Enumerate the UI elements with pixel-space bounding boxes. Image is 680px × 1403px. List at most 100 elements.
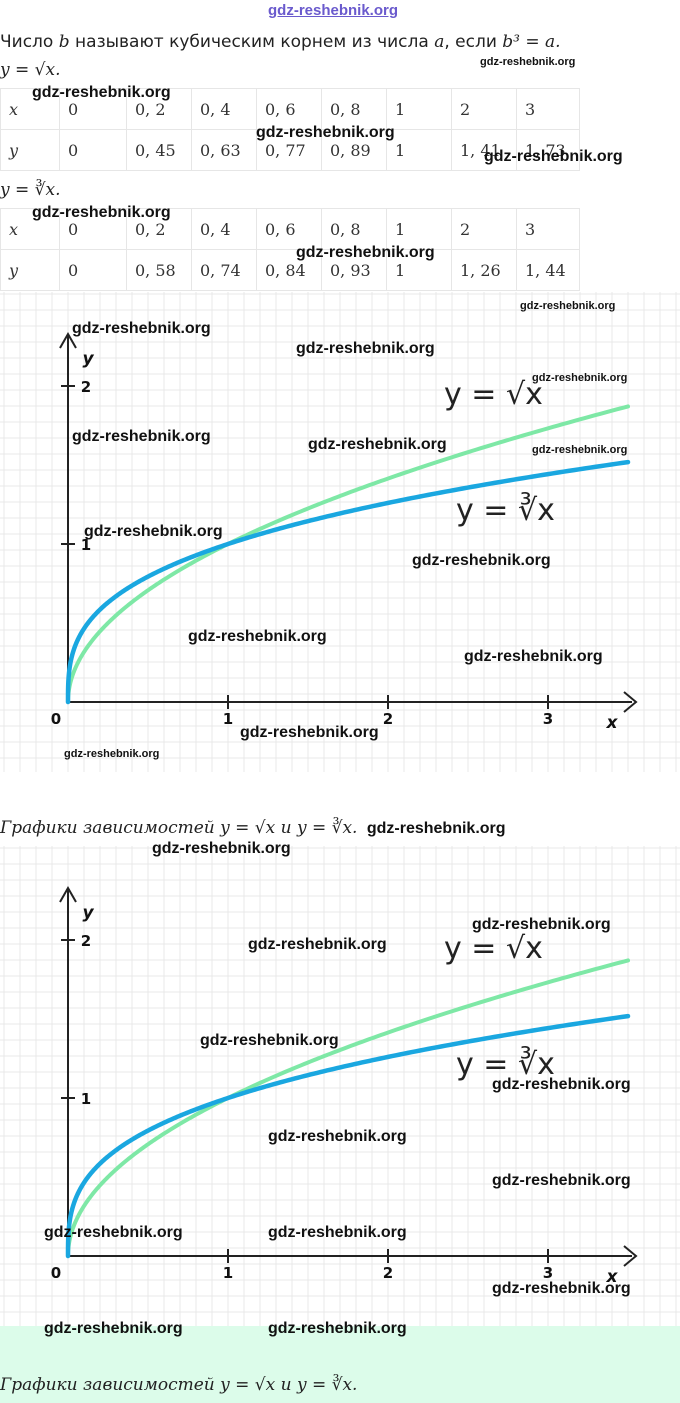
table-cell-x-7: 3 <box>516 88 580 130</box>
table-cell-x-6: 2 <box>451 208 517 250</box>
watermark: gdz-reshebnik.org <box>492 1280 631 1297</box>
table-cell-y-1: 0, 58 <box>126 249 192 291</box>
definition-a: a <box>434 32 445 52</box>
watermark: gdz-reshebnik.org <box>532 372 628 384</box>
watermark: gdz-reshebnik.org <box>152 840 291 857</box>
table-cell-y-4: 0, 89 <box>321 129 387 171</box>
definition-suffix: , если <box>444 32 497 52</box>
table-cell-y-4: 0, 93 <box>321 249 387 291</box>
watermark: gdz-reshebnik.org <box>480 56 576 68</box>
watermark: gdz-reshebnik.org <box>84 523 223 540</box>
table-row: y 0 0, 58 0, 74 0, 84 0, 93 1 1, 26 1, 44 <box>0 249 580 291</box>
watermark: gdz-reshebnik.org <box>268 1320 407 1337</box>
table-cell-y-3: 0, 77 <box>256 129 322 171</box>
table-row: y 0 0, 45 0, 63 0, 77 0, 89 1 1, 41 1, 73 <box>0 129 580 171</box>
watermark: gdz-reshebnik.org <box>492 1076 631 1093</box>
table-header-y: y <box>0 249 60 291</box>
y-axis-label: y <box>82 349 94 369</box>
grid <box>0 846 680 1326</box>
table-cell-x-7: 3 <box>516 208 580 250</box>
table-cell-y-0: 0 <box>59 249 127 291</box>
table-cell-y-6: 1, 41 <box>451 129 517 171</box>
watermark: gdz-reshebnik.org <box>412 552 551 569</box>
x-tick-label: 1 <box>223 710 233 728</box>
x-tick-label: 3 <box>543 1264 553 1282</box>
table-cell-y-2: 0, 63 <box>191 129 257 171</box>
table-cell-y-7: 1, 73 <box>516 129 580 171</box>
watermark: gdz-reshebnik.org <box>32 204 171 221</box>
cbrt-function-title: y = ∛x. <box>0 180 61 200</box>
series-line-sqrt <box>66 958 630 1258</box>
watermark: gdz-reshebnik.org <box>472 916 611 933</box>
x-tick-label: 0 <box>51 710 61 728</box>
table-cell-y-5: 1 <box>386 249 452 291</box>
y-axis-label: y <box>82 903 94 923</box>
y-tick-label: 1 <box>81 536 91 554</box>
graph-caption-2: Графики зависимостей y = √x и y = ∛x. <box>0 1375 357 1395</box>
watermark: gdz-reshebnik.org <box>520 300 616 312</box>
table-cell-y-3: 0, 84 <box>256 249 322 291</box>
watermark: gdz-reshebnik.org <box>44 1320 183 1337</box>
watermark: gdz-reshebnik.org <box>256 124 395 141</box>
table-cell-y-0: 0 <box>59 129 127 171</box>
x-axis-label: x <box>606 1267 619 1287</box>
grid <box>0 292 680 772</box>
table-cell-x-2: 0, 4 <box>191 208 257 250</box>
watermark: gdz-reshebnik.org <box>268 1224 407 1241</box>
definition-middle: называют кубическим корнем из числа <box>75 32 429 52</box>
table-cell-x-5: 1 <box>386 88 452 130</box>
x-axis-arrow <box>623 691 638 713</box>
y-axis-arrow <box>59 885 77 903</box>
series-line-cbrt <box>65 1013 631 1259</box>
watermark: gdz-reshebnik.org <box>296 244 435 261</box>
sqrt-function-title: y = √x. <box>0 60 61 80</box>
x-axis-arrow <box>623 1245 638 1267</box>
watermark: gdz-reshebnik.org <box>248 936 387 953</box>
watermark: gdz-reshebnik.org <box>308 436 447 453</box>
caption-text: Графики зависимостей y = √x и y = ∛x. <box>0 818 358 838</box>
caption-watermark: gdz-reshebnik.org <box>366 820 506 837</box>
function-graph-2: 0 1 2 3 1 2 x y y = √x y = ∛x <box>0 846 680 1326</box>
watermark: gdz-reshebnik.org <box>200 1032 339 1049</box>
watermark: gdz-reshebnik.org <box>44 1224 183 1241</box>
series-label-sqrt: y = √x <box>444 931 543 966</box>
caption-text: Графики зависимостей y = √x и y = ∛x. <box>0 1375 358 1395</box>
series-label-cbrt: y = ∛x <box>456 492 555 528</box>
x-tick-label: 1 <box>223 1264 233 1282</box>
table-cell-y-2: 0, 74 <box>191 249 257 291</box>
function-graph-1: 0 1 2 3 1 2 x y y = √x y = ∛x <box>0 292 680 772</box>
y-tick-label: 1 <box>81 1090 91 1108</box>
top-watermark[interactable]: gdz-reshebnik.org <box>268 2 399 19</box>
watermark: gdz-reshebnik.org <box>268 1128 407 1145</box>
table-header-x: x <box>0 88 60 130</box>
x-tick-label: 2 <box>383 1264 393 1282</box>
table-cell-x-4: 0, 8 <box>321 208 387 250</box>
caption-band <box>0 1326 680 1403</box>
watermark: gdz-reshebnik.org <box>32 84 171 101</box>
x-tick-label: 0 <box>51 1264 61 1282</box>
x-tick-label: 3 <box>543 710 553 728</box>
table-cell-x-4: 0, 8 <box>321 88 387 130</box>
y-tick-label: 2 <box>81 932 91 950</box>
definition-prefix: Число <box>0 32 54 52</box>
graph-caption-1: Графики зависимостей y = √x и y = ∛x. gd… <box>0 818 506 838</box>
y-axis-arrow <box>59 331 77 349</box>
table-cell-y-5: 1 <box>386 129 452 171</box>
definition-line: Число b называют кубическим корнем из чи… <box>0 32 561 52</box>
table-header-y: y <box>0 129 60 171</box>
series-line-sqrt <box>66 404 630 704</box>
watermark: gdz-reshebnik.org <box>484 148 623 165</box>
series-label-cbrt: y = ∛x <box>456 1046 555 1082</box>
table-cell-x-2: 0, 4 <box>191 88 257 130</box>
watermark: gdz-reshebnik.org <box>240 724 379 741</box>
series-label-sqrt: y = √x <box>444 377 543 412</box>
watermark: gdz-reshebnik.org <box>72 428 211 445</box>
watermark: gdz-reshebnik.org <box>464 648 603 665</box>
watermark: gdz-reshebnik.org <box>532 444 628 456</box>
table-cell-y-1: 0, 45 <box>126 129 192 171</box>
x-tick-label: 2 <box>383 710 393 728</box>
table-cell-y-7: 1, 44 <box>516 249 580 291</box>
